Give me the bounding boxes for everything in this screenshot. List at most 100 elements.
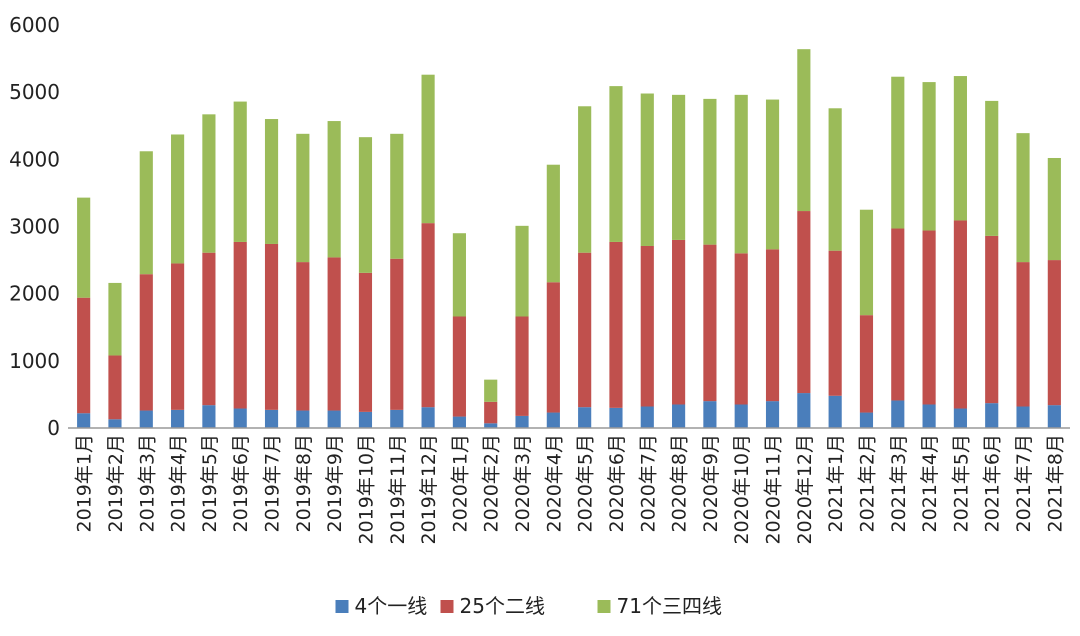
x-tick-label: 2021年4月: [919, 434, 941, 532]
bar-segment-tier1: [233, 408, 247, 428]
bar-segment-tier1: [484, 423, 498, 428]
bar-segment-tier3: [734, 94, 748, 254]
bar-segment-tier2: [828, 250, 842, 396]
x-tick-label: 2019年6月: [230, 434, 252, 532]
x-tick-label: 2021年1月: [825, 434, 847, 532]
legend-label: 71个三四线: [617, 594, 722, 618]
bar-segment-tier1: [985, 403, 999, 428]
bar-segment-tier1: [859, 412, 874, 428]
x-tick-label: 2020年10月: [731, 434, 753, 545]
x-tick-label: 2020年3月: [512, 434, 534, 532]
bar-segment-tier3: [859, 209, 874, 316]
bar-segment-tier1: [797, 393, 811, 428]
bar-segment-tier2: [1016, 262, 1030, 407]
x-tick-label: 2019年2月: [105, 434, 127, 532]
bar-segment-tier2: [139, 274, 153, 411]
x-tick-label: 2020年4月: [543, 434, 565, 532]
bar-segment-tier1: [734, 404, 748, 428]
x-tick-label: 2019年3月: [136, 434, 158, 532]
x-tick-label: 2020年11月: [763, 434, 785, 545]
bar-segment-tier2: [546, 282, 560, 413]
bar-segment-tier2: [484, 401, 498, 424]
bar-segment-tier3: [77, 197, 91, 298]
x-tick-label: 2019年12月: [418, 434, 440, 545]
x-axis-labels: 2019年1月 2019年2月 2019年3月 2019年4月 2019年5月 2019年…: [74, 434, 1067, 545]
x-tick-label: 2020年8月: [669, 434, 691, 532]
bar-segment-tier3: [1016, 133, 1030, 263]
bar-segment-tier2: [77, 297, 91, 414]
bar-segment-tier2: [922, 230, 936, 405]
y-tick-label: 1000: [9, 349, 60, 373]
bar-segment-tier1: [139, 410, 153, 428]
x-tick-label: 2019年4月: [168, 434, 190, 532]
bar-segment-tier2: [421, 223, 435, 408]
legend-swatch: [335, 600, 349, 613]
bar-segment-tier3: [546, 164, 560, 283]
bar-segment-tier1: [390, 409, 404, 428]
bar-segment-tier3: [953, 76, 967, 221]
x-tick-label: 2021年3月: [888, 434, 910, 532]
bar-segment-tier1: [891, 400, 905, 428]
y-tick-label: 3000: [9, 215, 60, 239]
bar-segment-tier3: [922, 82, 936, 231]
bar-segment-tier2: [296, 262, 310, 411]
x-tick-label: 2019年1月: [74, 434, 96, 532]
bar-segment-tier3: [484, 379, 498, 402]
bar-segment-tier2: [797, 211, 811, 394]
bar-segment-tier3: [578, 106, 592, 253]
y-tick-label: 5000: [9, 80, 60, 104]
bar-segment-tier3: [515, 225, 529, 317]
bar-segment-tier1: [765, 401, 780, 428]
bar-segment-tier3: [452, 233, 466, 317]
bar-segment-tier1: [77, 413, 91, 428]
bar-segment-tier1: [421, 407, 435, 428]
bar-segment-tier1: [515, 415, 529, 428]
x-tick-label: 2019年10月: [355, 434, 377, 545]
legend-swatch: [597, 600, 611, 613]
bar-segment-tier1: [452, 416, 466, 428]
bar-segment-tier2: [672, 239, 686, 405]
bar-segment-tier3: [108, 282, 122, 356]
bar-segment-tier2: [578, 252, 592, 408]
legend-label: 25个二线: [460, 594, 545, 618]
x-tick-label: 2021年5月: [950, 434, 972, 532]
bar-segment-tier1: [264, 409, 279, 428]
x-tick-label: 2019年8月: [293, 434, 315, 532]
bar-segment-tier1: [578, 407, 592, 428]
x-tick-label: 2020年1月: [449, 434, 471, 532]
bar-segment-tier3: [264, 119, 279, 244]
bar-segment-tier3: [672, 94, 686, 240]
x-tick-label: 2019年9月: [324, 434, 346, 532]
y-tick-label: 2000: [9, 282, 60, 306]
bar-segment-tier1: [922, 404, 936, 428]
y-tick-label: 4000: [9, 147, 60, 171]
bar-segment-tier2: [703, 244, 717, 402]
bar-segment-tier2: [734, 253, 748, 405]
x-tick-label: 2021年7月: [1013, 434, 1035, 532]
bar-segment-tier2: [452, 316, 466, 417]
bar-segment-tier2: [264, 243, 279, 410]
x-tick-label: 2021年2月: [856, 434, 878, 532]
bar-segment-tier2: [358, 272, 373, 412]
bar-segment-tier3: [327, 121, 341, 258]
x-tick-label: 2019年11月: [387, 434, 409, 545]
bar-segment-tier3: [1047, 157, 1061, 261]
bar-segment-tier1: [171, 409, 185, 428]
bar-segment-tier3: [296, 133, 310, 263]
x-tick-label: 2021年6月: [982, 434, 1004, 532]
bar-segment-tier3: [139, 151, 153, 275]
bar-segment-tier1: [108, 419, 122, 428]
x-tick-label: 2019年7月: [262, 434, 284, 532]
bar-segment-tier3: [609, 86, 623, 242]
bar-segment-tier3: [797, 49, 811, 212]
bar-segment-tier1: [1016, 406, 1030, 428]
bar-segment-tier3: [640, 93, 654, 246]
y-tick-label: 6000: [9, 13, 60, 37]
bar-segment-tier2: [985, 235, 999, 404]
x-tick-label: 2020年12月: [794, 434, 816, 545]
bar-segment-tier3: [891, 76, 905, 229]
x-tick-label: 2020年5月: [575, 434, 597, 532]
bar-segment-tier2: [765, 249, 780, 402]
x-tick-label: 2020年6月: [606, 434, 628, 532]
bar-segment-tier3: [171, 134, 185, 264]
